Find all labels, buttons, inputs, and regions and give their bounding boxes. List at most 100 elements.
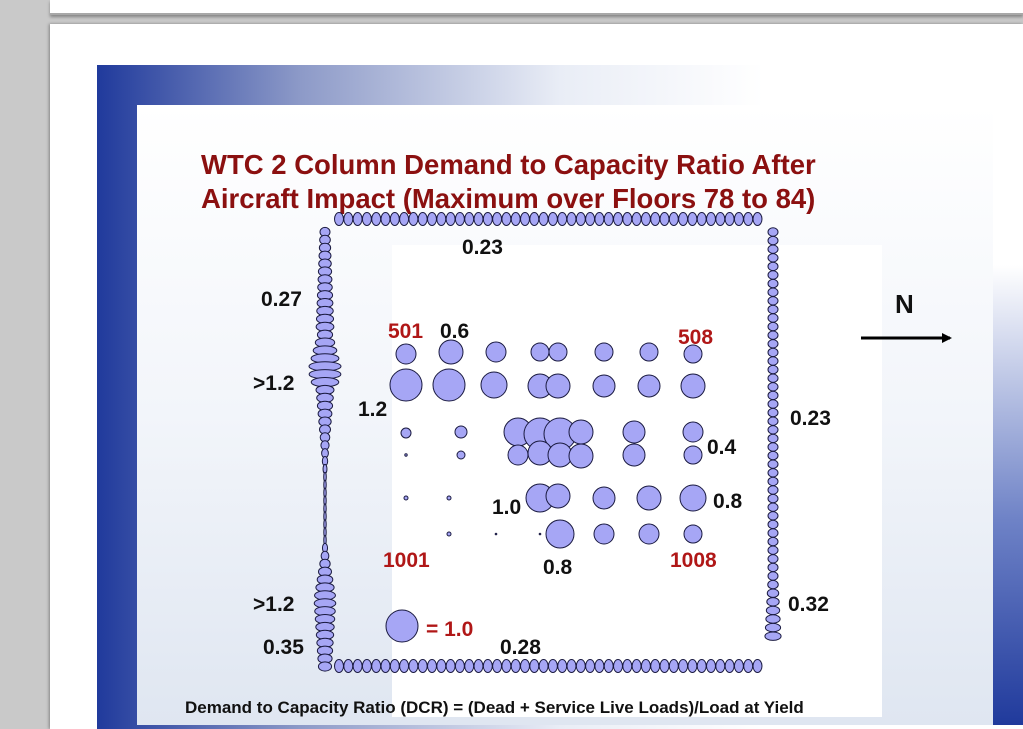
legend-circle <box>385 609 419 643</box>
perimeter-column-east <box>767 571 779 581</box>
perimeter-column-north <box>501 212 512 226</box>
perimeter-column-south <box>585 659 596 673</box>
core-column <box>485 341 507 363</box>
perimeter-column-south <box>566 659 577 673</box>
perimeter-column-south <box>613 659 623 673</box>
perimeter-column-north <box>594 212 605 226</box>
perimeter-column-north <box>585 212 596 226</box>
core-column <box>446 495 452 501</box>
perimeter-column-north <box>371 212 382 226</box>
perimeter-column-north <box>417 212 428 226</box>
perimeter-column-south <box>575 659 586 673</box>
perimeter-column-south <box>501 659 512 673</box>
core-column <box>568 443 594 469</box>
label-south-face: 0.28 <box>500 636 541 659</box>
perimeter-column-north <box>659 212 670 226</box>
perimeter-column-north <box>482 212 493 226</box>
perimeter-column-east <box>767 554 779 564</box>
perimeter-column-south <box>752 659 763 673</box>
core-column <box>622 443 646 467</box>
perimeter-column-north <box>520 212 530 226</box>
core-column <box>639 342 659 362</box>
perimeter-column-east <box>767 321 779 332</box>
core-column <box>438 339 464 365</box>
perimeter-column-east <box>767 528 779 538</box>
perimeter-column-north <box>352 212 363 226</box>
slide-title: WTC 2 Column Demand to Capacity Ratio Af… <box>201 149 816 214</box>
perimeter-column-south <box>622 659 633 673</box>
perimeter-column-east <box>767 287 779 297</box>
perimeter-column-east <box>767 562 779 573</box>
perimeter-column-north <box>464 212 475 226</box>
perimeter-column-south <box>743 659 754 673</box>
perimeter-column-east <box>765 614 781 624</box>
perimeter-column-south <box>343 659 354 673</box>
perimeter-column-south <box>696 659 707 673</box>
perimeter-column-east <box>767 253 779 263</box>
perimeter-column-north <box>640 212 651 226</box>
core-column <box>456 450 466 460</box>
previous-page-edge <box>50 0 1023 15</box>
slide-content-area: WTC 2 Column Demand to Capacity Ratio Af… <box>137 105 993 725</box>
core-column <box>592 486 616 510</box>
perimeter-column-east <box>767 356 779 366</box>
perimeter-column-south <box>557 659 568 673</box>
perimeter-column-north <box>427 212 437 226</box>
slide: WTC 2 Column Demand to Capacity Ratio Af… <box>97 65 1023 729</box>
perimeter-column-north <box>631 212 642 226</box>
perimeter-column-south <box>492 659 503 673</box>
perimeter-column-east <box>767 416 779 426</box>
slide-footer: Demand to Capacity Ratio (DCR) = (Dead +… <box>185 698 804 717</box>
perimeter-column-north <box>334 212 344 226</box>
perimeter-column-east <box>767 493 779 504</box>
perimeter-column-north <box>678 212 689 226</box>
perimeter-column-east <box>767 442 779 452</box>
perimeter-column-east <box>767 579 779 590</box>
perimeter-column-east <box>764 631 782 641</box>
perimeter-columns <box>308 212 782 673</box>
perimeter-column-north <box>613 212 623 226</box>
perimeter-column-east <box>766 597 780 607</box>
north-indicator: N <box>861 289 952 343</box>
core-column <box>680 373 706 399</box>
slide-gradient-strip <box>993 265 1023 725</box>
perimeter-column-south <box>668 659 679 673</box>
perimeter-column-north <box>575 212 586 226</box>
perimeter-column-north <box>473 212 484 226</box>
perimeter-column-east <box>767 278 779 289</box>
core-column <box>638 523 660 545</box>
label-southwest: 0.35 <box>263 636 304 659</box>
core-column <box>548 342 568 362</box>
perimeter-column-east <box>767 519 779 530</box>
perimeter-column-north <box>492 212 503 226</box>
perimeter-column-south <box>445 659 456 673</box>
perimeter-column-east <box>767 425 779 435</box>
perimeter-column-east <box>767 433 779 444</box>
perimeter-column-east <box>767 373 779 383</box>
core-columns <box>389 339 707 549</box>
perimeter-column-north <box>389 212 400 226</box>
perimeter-column-north <box>622 212 633 226</box>
core-column <box>594 342 614 362</box>
core-column <box>545 519 575 549</box>
perimeter-column-east <box>767 296 779 306</box>
perimeter-column-south <box>547 659 558 673</box>
perimeter-column-south <box>436 659 447 673</box>
perimeter-column-south <box>715 659 726 673</box>
perimeter-column-south <box>427 659 437 673</box>
perimeter-column-south <box>352 659 363 673</box>
perimeter-column-south <box>417 659 428 673</box>
perimeter-column-north <box>399 212 410 226</box>
perimeter-column-north <box>743 212 754 226</box>
core-column <box>622 420 646 444</box>
perimeter-column-north <box>696 212 707 226</box>
perimeter-column-north <box>668 212 679 226</box>
perimeter-column-east <box>767 390 779 401</box>
perimeter-column-east <box>767 364 779 375</box>
perimeter-column-east <box>767 407 779 418</box>
perimeter-column-south <box>678 659 689 673</box>
core-column <box>480 371 508 399</box>
perimeter-column-north <box>538 212 549 226</box>
perimeter-column-south <box>733 659 744 673</box>
